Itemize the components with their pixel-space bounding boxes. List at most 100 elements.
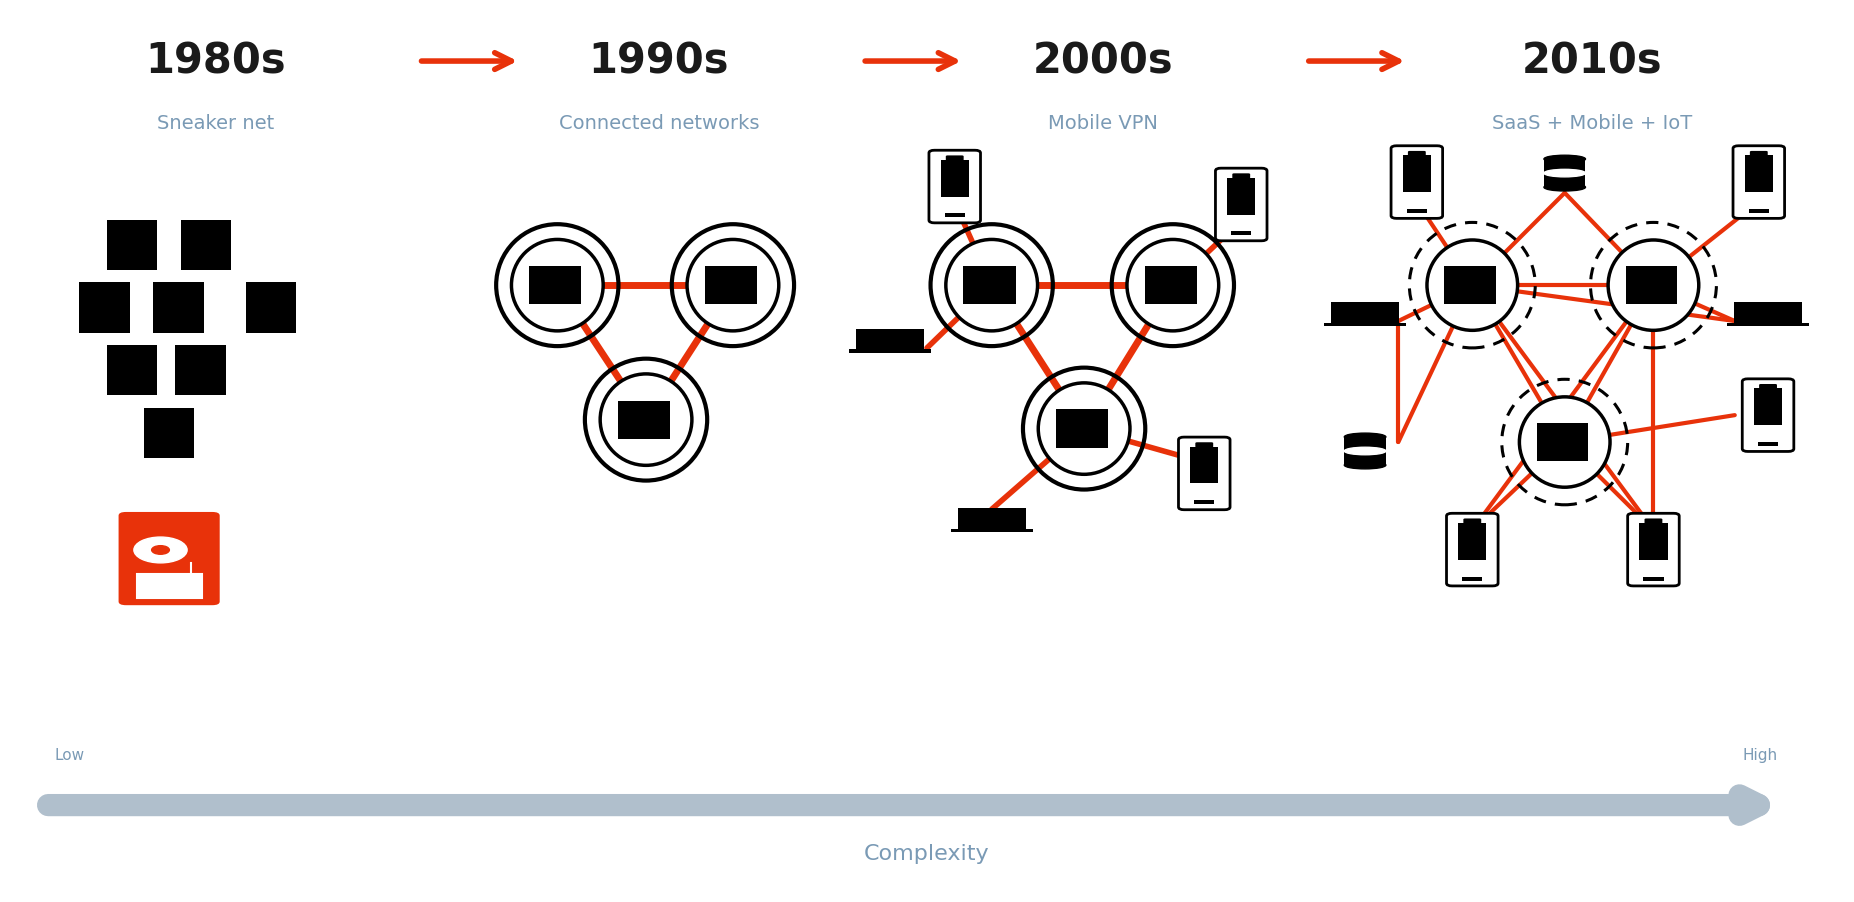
FancyBboxPatch shape bbox=[1537, 423, 1568, 442]
FancyBboxPatch shape bbox=[640, 419, 669, 438]
FancyBboxPatch shape bbox=[1057, 410, 1086, 428]
FancyBboxPatch shape bbox=[964, 285, 996, 304]
FancyBboxPatch shape bbox=[1643, 576, 1663, 581]
FancyBboxPatch shape bbox=[1758, 442, 1778, 446]
Ellipse shape bbox=[946, 239, 1038, 331]
FancyBboxPatch shape bbox=[1407, 151, 1426, 156]
FancyBboxPatch shape bbox=[929, 151, 981, 223]
FancyBboxPatch shape bbox=[1444, 266, 1476, 285]
FancyBboxPatch shape bbox=[1646, 285, 1678, 304]
FancyBboxPatch shape bbox=[1166, 285, 1198, 304]
FancyBboxPatch shape bbox=[1748, 209, 1769, 213]
FancyBboxPatch shape bbox=[1733, 146, 1785, 218]
FancyBboxPatch shape bbox=[145, 408, 195, 458]
Ellipse shape bbox=[1607, 240, 1698, 330]
FancyBboxPatch shape bbox=[551, 285, 582, 304]
FancyBboxPatch shape bbox=[857, 329, 923, 350]
FancyBboxPatch shape bbox=[1644, 519, 1663, 524]
FancyBboxPatch shape bbox=[1231, 232, 1251, 235]
FancyBboxPatch shape bbox=[849, 349, 931, 354]
FancyBboxPatch shape bbox=[964, 266, 996, 285]
Text: Mobile VPN: Mobile VPN bbox=[1048, 115, 1157, 133]
FancyBboxPatch shape bbox=[1626, 266, 1656, 285]
FancyBboxPatch shape bbox=[1324, 323, 1405, 327]
FancyBboxPatch shape bbox=[1465, 285, 1496, 304]
FancyBboxPatch shape bbox=[80, 282, 130, 333]
FancyBboxPatch shape bbox=[551, 266, 582, 285]
FancyBboxPatch shape bbox=[1194, 501, 1214, 504]
FancyBboxPatch shape bbox=[1190, 446, 1218, 483]
FancyBboxPatch shape bbox=[1626, 285, 1656, 304]
FancyBboxPatch shape bbox=[1144, 285, 1175, 304]
FancyBboxPatch shape bbox=[725, 285, 756, 304]
Ellipse shape bbox=[1520, 397, 1609, 487]
Ellipse shape bbox=[601, 374, 692, 465]
FancyBboxPatch shape bbox=[1537, 442, 1568, 461]
Text: 2000s: 2000s bbox=[1033, 40, 1174, 82]
FancyBboxPatch shape bbox=[946, 155, 964, 161]
Ellipse shape bbox=[1428, 240, 1518, 330]
Text: Connected networks: Connected networks bbox=[558, 115, 760, 133]
FancyBboxPatch shape bbox=[245, 282, 297, 333]
FancyBboxPatch shape bbox=[1216, 168, 1266, 241]
Text: 1990s: 1990s bbox=[590, 40, 729, 82]
FancyBboxPatch shape bbox=[1750, 151, 1767, 156]
Ellipse shape bbox=[1038, 382, 1129, 474]
Text: Low: Low bbox=[54, 749, 85, 763]
FancyBboxPatch shape bbox=[1390, 146, 1442, 218]
FancyBboxPatch shape bbox=[1465, 266, 1496, 285]
Text: Sneaker net: Sneaker net bbox=[158, 115, 274, 133]
FancyBboxPatch shape bbox=[1728, 323, 1810, 327]
FancyBboxPatch shape bbox=[1233, 173, 1250, 179]
FancyBboxPatch shape bbox=[1628, 513, 1680, 586]
Text: 2010s: 2010s bbox=[1522, 40, 1663, 82]
FancyBboxPatch shape bbox=[951, 529, 1033, 532]
FancyBboxPatch shape bbox=[108, 220, 158, 270]
FancyBboxPatch shape bbox=[957, 509, 1025, 529]
FancyBboxPatch shape bbox=[1446, 513, 1498, 586]
FancyBboxPatch shape bbox=[137, 575, 202, 598]
FancyBboxPatch shape bbox=[182, 220, 232, 270]
FancyBboxPatch shape bbox=[940, 160, 970, 197]
FancyBboxPatch shape bbox=[1743, 379, 1795, 451]
FancyBboxPatch shape bbox=[705, 266, 736, 285]
FancyBboxPatch shape bbox=[984, 285, 1016, 304]
FancyBboxPatch shape bbox=[108, 345, 158, 395]
Ellipse shape bbox=[512, 239, 603, 331]
FancyBboxPatch shape bbox=[1196, 442, 1213, 447]
FancyBboxPatch shape bbox=[1745, 155, 1772, 192]
FancyBboxPatch shape bbox=[1457, 523, 1487, 560]
FancyBboxPatch shape bbox=[154, 282, 204, 333]
FancyBboxPatch shape bbox=[1639, 523, 1667, 560]
Ellipse shape bbox=[1544, 170, 1585, 177]
Text: SaaS + Mobile + IoT: SaaS + Mobile + IoT bbox=[1492, 115, 1693, 133]
FancyBboxPatch shape bbox=[1557, 442, 1589, 461]
Ellipse shape bbox=[688, 239, 779, 331]
FancyBboxPatch shape bbox=[1646, 266, 1678, 285]
Ellipse shape bbox=[1344, 433, 1385, 441]
FancyBboxPatch shape bbox=[1166, 266, 1198, 285]
FancyBboxPatch shape bbox=[1557, 423, 1589, 442]
Text: High: High bbox=[1743, 749, 1778, 763]
FancyBboxPatch shape bbox=[1733, 302, 1802, 323]
Ellipse shape bbox=[1344, 461, 1385, 469]
FancyBboxPatch shape bbox=[1754, 388, 1782, 425]
Ellipse shape bbox=[1344, 447, 1385, 455]
Circle shape bbox=[133, 537, 187, 563]
FancyBboxPatch shape bbox=[1179, 437, 1229, 510]
FancyBboxPatch shape bbox=[1407, 209, 1428, 213]
Circle shape bbox=[152, 546, 169, 554]
FancyBboxPatch shape bbox=[1144, 266, 1175, 285]
FancyBboxPatch shape bbox=[1077, 428, 1109, 447]
FancyBboxPatch shape bbox=[640, 400, 669, 419]
FancyBboxPatch shape bbox=[1077, 410, 1109, 428]
FancyBboxPatch shape bbox=[1759, 384, 1776, 389]
FancyBboxPatch shape bbox=[617, 400, 649, 419]
FancyBboxPatch shape bbox=[528, 285, 560, 304]
Ellipse shape bbox=[1544, 183, 1585, 191]
FancyBboxPatch shape bbox=[1227, 178, 1255, 215]
FancyBboxPatch shape bbox=[1403, 155, 1431, 192]
FancyBboxPatch shape bbox=[1331, 302, 1400, 323]
FancyBboxPatch shape bbox=[176, 345, 226, 395]
Text: Complexity: Complexity bbox=[864, 844, 990, 864]
